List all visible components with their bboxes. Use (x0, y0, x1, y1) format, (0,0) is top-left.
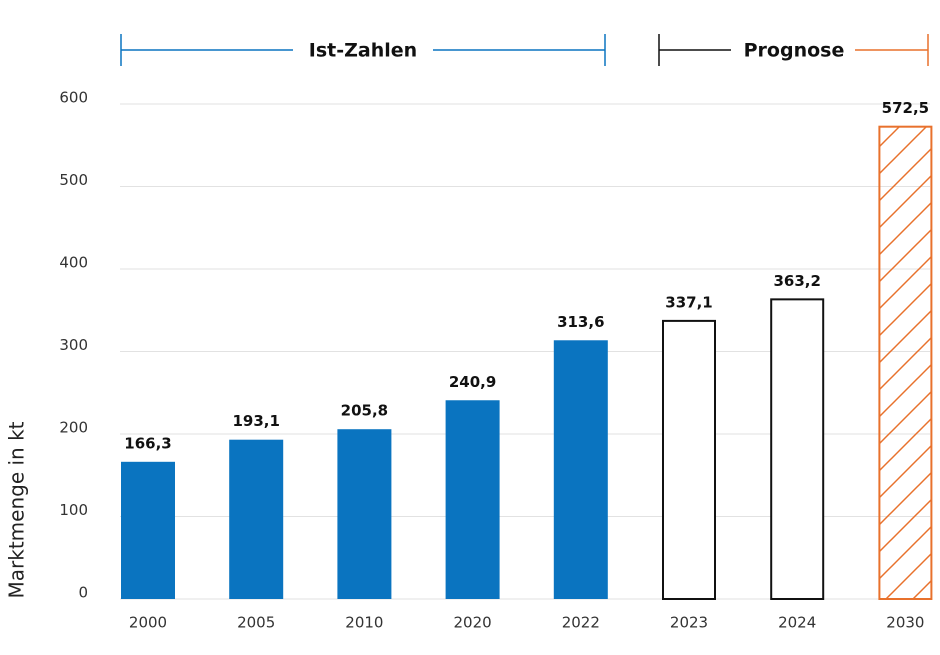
y-axis-label: Marktmenge in kt (5, 421, 29, 598)
y-tick-label: 400 (59, 254, 88, 272)
value-label: 193,1 (232, 412, 279, 430)
y-tick-label: 100 (59, 501, 88, 519)
x-tick-label: 2022 (562, 614, 600, 632)
value-label: 337,1 (665, 293, 712, 311)
bar (337, 429, 392, 599)
y-tick-label: 0 (78, 584, 88, 602)
bar (770, 298, 825, 600)
value-label: 363,2 (773, 272, 820, 290)
bar (445, 400, 500, 599)
bar (121, 461, 175, 599)
bar (662, 319, 716, 600)
x-tick-label: 2000 (129, 614, 167, 632)
y-tick-label: 200 (59, 419, 88, 437)
x-tick-label: 2030 (886, 614, 924, 632)
x-tick-label: 2005 (237, 614, 275, 632)
bracket-forecast (658, 34, 929, 66)
x-tick-label: 2023 (670, 614, 708, 632)
bar (229, 439, 284, 599)
value-label: 205,8 (341, 402, 388, 420)
y-tick-label: 600 (59, 89, 88, 107)
annotation: Prognose (744, 40, 845, 62)
x-tick-label: 2010 (345, 614, 383, 632)
bar (878, 125, 933, 600)
annotation: Ist-Zahlen (309, 40, 417, 62)
y-tick-label: 500 (59, 171, 88, 189)
value-label: 240,9 (449, 373, 496, 391)
y-tick-label: 300 (59, 336, 88, 354)
value-label: 572,5 (882, 99, 929, 117)
x-tick-label: 2024 (778, 614, 816, 632)
bracket-actual (120, 34, 606, 66)
bar (553, 340, 608, 599)
x-tick-label: 2020 (454, 614, 492, 632)
value-label: 313,6 (557, 313, 604, 331)
value-label: 166,3 (124, 434, 171, 452)
